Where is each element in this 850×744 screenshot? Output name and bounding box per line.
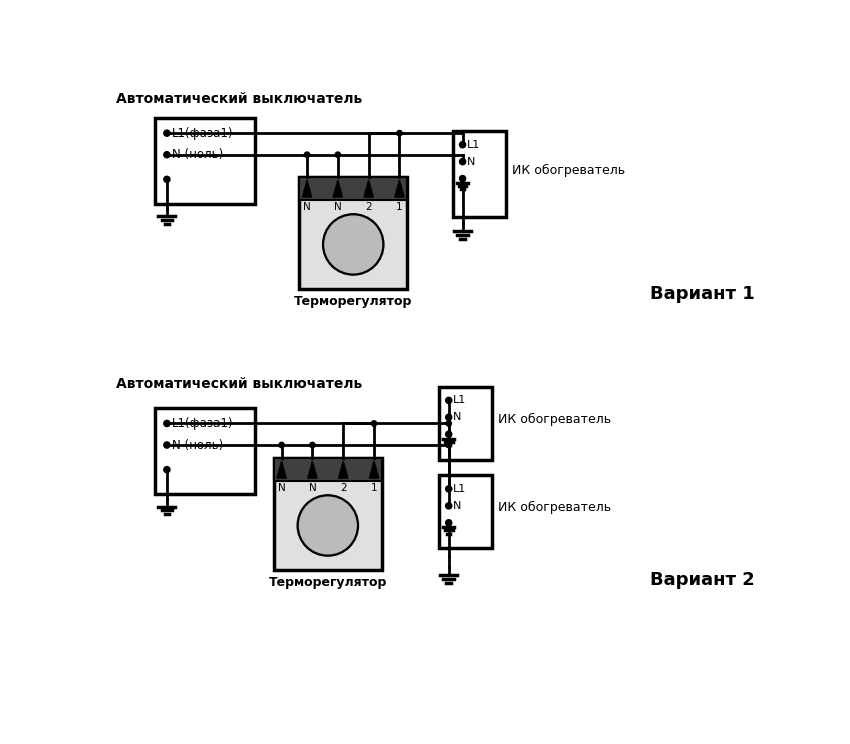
Circle shape (164, 442, 170, 448)
Circle shape (445, 503, 452, 509)
Circle shape (397, 130, 402, 136)
Circle shape (460, 176, 466, 182)
Text: N (ноль): N (ноль) (172, 438, 223, 452)
Bar (274, 458, 382, 481)
Circle shape (445, 414, 452, 420)
Polygon shape (394, 180, 404, 197)
Text: 2: 2 (340, 483, 347, 493)
Circle shape (335, 152, 341, 158)
Bar (155, 408, 255, 494)
Text: 2: 2 (366, 202, 372, 212)
Bar (439, 475, 492, 548)
Polygon shape (333, 180, 343, 197)
Circle shape (164, 176, 170, 182)
Text: ИК обогреватель: ИК обогреватель (498, 501, 611, 514)
Text: Терморегулятор: Терморегулятор (294, 295, 412, 308)
Polygon shape (338, 461, 348, 478)
Text: L1: L1 (468, 140, 480, 150)
Polygon shape (364, 180, 373, 197)
Bar (299, 177, 407, 200)
Circle shape (445, 397, 452, 403)
Circle shape (446, 443, 451, 448)
Circle shape (304, 152, 309, 158)
Circle shape (323, 214, 384, 275)
Bar (274, 458, 382, 570)
Circle shape (298, 495, 359, 556)
Text: ИК обогреватель: ИК обогреватель (512, 164, 625, 176)
Polygon shape (303, 180, 312, 197)
Circle shape (371, 421, 377, 426)
Text: Терморегулятор: Терморегулятор (269, 576, 387, 589)
Circle shape (164, 152, 170, 158)
Circle shape (445, 432, 452, 437)
Polygon shape (308, 461, 317, 478)
Circle shape (460, 141, 466, 148)
Bar (453, 131, 506, 217)
Text: ИК обогреватель: ИК обогреватель (498, 413, 611, 426)
Text: L1: L1 (453, 395, 467, 405)
Circle shape (164, 420, 170, 426)
Circle shape (460, 158, 466, 164)
Bar (155, 118, 255, 204)
Circle shape (279, 443, 284, 448)
Text: L1(фаза1): L1(фаза1) (172, 417, 233, 430)
Text: Автоматический выключатель: Автоматический выключатель (116, 92, 362, 106)
Text: Вариант 2: Вариант 2 (650, 571, 755, 589)
Text: L1(фаза1): L1(фаза1) (172, 126, 233, 140)
Text: N: N (278, 483, 286, 493)
Circle shape (164, 130, 170, 136)
Text: N: N (468, 157, 475, 167)
Bar (439, 386, 492, 460)
Text: 1: 1 (371, 483, 377, 493)
Circle shape (446, 421, 451, 426)
Text: N: N (334, 202, 342, 212)
Text: N: N (303, 202, 311, 212)
Text: Автоматический выключатель: Автоматический выключатель (116, 377, 362, 391)
Text: L1: L1 (453, 484, 467, 494)
Text: Вариант 1: Вариант 1 (650, 285, 755, 303)
Circle shape (164, 466, 170, 472)
Polygon shape (370, 461, 378, 478)
Text: N: N (453, 412, 462, 423)
Bar (299, 177, 407, 289)
Circle shape (445, 486, 452, 492)
Circle shape (309, 443, 315, 448)
Text: 1: 1 (396, 202, 403, 212)
Text: N (ноль): N (ноль) (172, 148, 223, 161)
Circle shape (325, 216, 382, 273)
Text: N: N (453, 501, 462, 511)
Circle shape (299, 497, 356, 554)
Polygon shape (277, 461, 286, 478)
Circle shape (445, 520, 452, 526)
Text: N: N (309, 483, 316, 493)
